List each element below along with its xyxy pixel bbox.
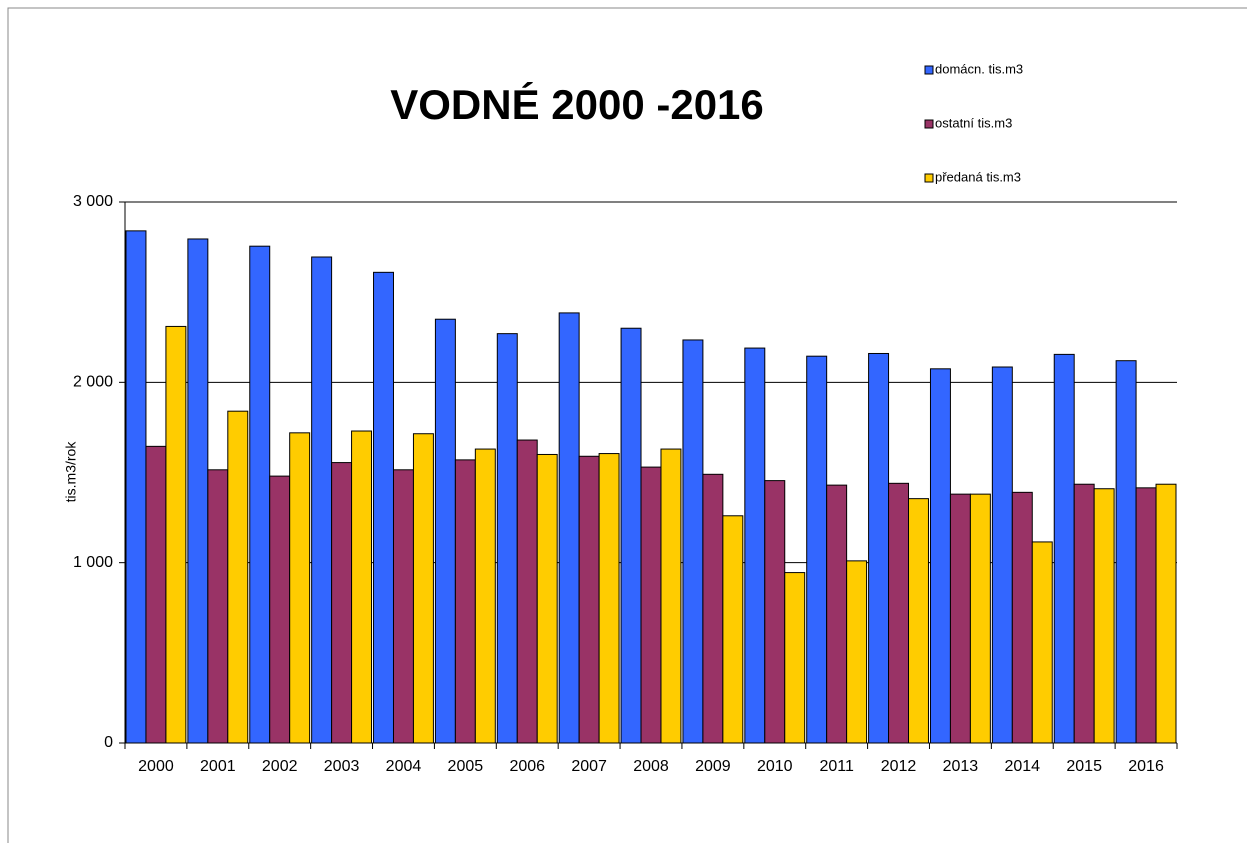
x-tick-label: 2005 [448,758,484,775]
x-tick-label: 2004 [386,758,422,775]
bar [620,327,642,744]
x-tick-label: 2010 [757,758,793,775]
x-tick-label: 2012 [881,758,917,775]
y-tick-label: 1 000 [73,554,113,571]
bar [145,445,167,744]
bar [207,469,229,744]
bar [249,245,271,744]
bar [826,484,848,744]
x-tick-label: 2001 [200,758,236,775]
bar [1073,483,1095,744]
bar [536,453,558,744]
bar [1155,483,1177,744]
bar [187,238,209,744]
legend-swatch [924,119,934,129]
bar [1011,491,1033,744]
x-tick-label: 2007 [571,758,607,775]
bar [454,459,476,744]
y-tick-label: 3 000 [73,193,113,210]
bar [351,430,373,744]
x-tick-label: 2003 [324,758,360,775]
x-tick-label: 2014 [1004,758,1040,775]
bar [331,462,353,744]
bar [991,366,1013,744]
bar [660,448,682,744]
bar [474,448,496,744]
bar [640,466,662,744]
bar [1053,353,1075,744]
x-tick-label: 2011 [819,758,854,775]
bar [1135,487,1157,744]
bar [165,325,187,744]
bar [373,271,394,744]
bar [516,439,538,744]
legend-swatch [924,65,934,75]
bar [969,493,991,744]
bar [929,368,951,744]
bar [558,312,580,744]
bar [702,473,724,744]
bar [1115,360,1137,744]
bar [311,256,333,744]
bar [908,498,929,744]
bar [888,482,910,744]
bar [227,410,249,744]
bar [598,453,620,744]
chart-title: VODNÉ 2000 -2016 [390,81,764,128]
bar [392,469,414,744]
y-axis-label: tis.m3/rok [63,441,79,503]
x-tick-label: 2006 [509,758,545,775]
x-tick-label: 2008 [633,758,669,775]
bar [846,560,868,744]
x-tick-label: 2002 [262,758,298,775]
bar [682,339,704,744]
legend-label: domácn. tis.m3 [935,61,1023,76]
bar [1093,488,1115,744]
y-tick-label: 2 000 [73,374,113,391]
bar [868,352,890,744]
legend-label: ostatní tis.m3 [935,115,1012,130]
frame [7,7,1247,843]
bar [496,333,518,744]
bar [412,433,434,744]
y-tick-label: 0 [104,734,113,751]
bar [1031,541,1053,744]
bar [578,455,600,744]
legend-swatch [924,173,934,183]
x-tick-label: 2015 [1066,758,1102,775]
bar [125,230,147,744]
x-tick-label: 2009 [695,758,731,775]
bar [722,515,744,744]
bar [806,355,828,744]
x-tick-label: 2000 [138,758,174,775]
bar [784,572,806,744]
legend-label: předaná tis.m3 [935,169,1021,184]
bar [949,493,971,744]
x-tick-label: 2016 [1128,758,1164,775]
bar [764,480,786,744]
bar [744,347,766,744]
bar [269,475,291,744]
bar [434,318,456,744]
x-tick-label: 2013 [943,758,979,775]
bar [289,432,311,744]
